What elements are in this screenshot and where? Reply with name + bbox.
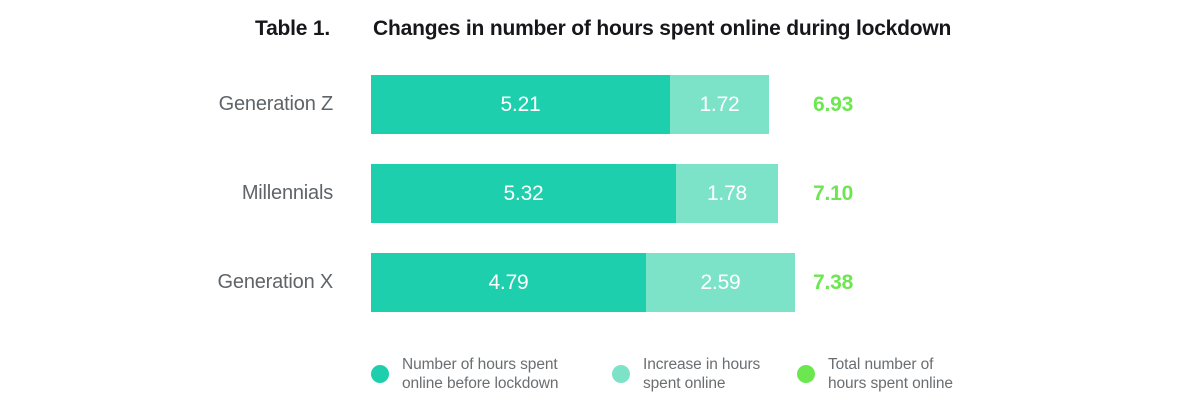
legend-label: Increase in hours spent online: [643, 355, 760, 393]
legend-item-total: Total number of hours spent online: [797, 352, 953, 396]
stacked-bar: 5.21 1.72: [371, 75, 769, 134]
category-label: Generation X: [217, 271, 334, 293]
bar-segment-increase: 1.72: [670, 75, 769, 134]
legend-dot-green-icon: [797, 365, 815, 383]
bar-row-generation-z: Generation Z 5.21 1.72 6.93: [0, 75, 1200, 134]
category-label: Millennials: [241, 182, 333, 204]
legend-label-line: Increase in hours: [643, 356, 761, 373]
chart-header: Table 1. Changes in number of hours spen…: [0, 17, 1200, 45]
stacked-bar: 4.79 2.59: [371, 253, 795, 312]
stacked-bar: 5.32 1.78: [371, 164, 778, 223]
chart-title: Changes in number of hours spent online …: [373, 17, 952, 40]
bar-segment-before-lockdown: 5.21: [371, 75, 670, 134]
bar-segment-increase: 2.59: [646, 253, 795, 312]
legend-dot-teal-icon: [371, 365, 389, 383]
legend-item-before-lockdown: Number of hours spent online before lock…: [371, 352, 558, 396]
segment-value: 2.59: [700, 270, 741, 294]
legend-dot-light-teal-icon: [612, 365, 630, 383]
total-value: 6.93: [813, 93, 854, 116]
segment-value: 4.79: [488, 270, 529, 294]
legend-label-line: Number of hours spent: [402, 356, 558, 373]
bar-row-generation-x: Generation X 4.79 2.59 7.38: [0, 253, 1200, 312]
legend-label: Number of hours spent online before lock…: [402, 355, 558, 393]
legend-item-increase: Increase in hours spent online: [612, 352, 760, 396]
legend-label-line: hours spent online: [828, 375, 953, 392]
segment-value: 5.21: [500, 92, 541, 116]
bar-row-millennials: Millennials 5.32 1.78 7.10: [0, 164, 1200, 223]
total-value: 7.10: [813, 182, 854, 205]
bar-segment-before-lockdown: 4.79: [371, 253, 646, 312]
segment-value: 5.32: [503, 181, 544, 205]
segment-value: 1.72: [699, 92, 740, 116]
bar-segment-before-lockdown: 5.32: [371, 164, 676, 223]
legend-label-line: Total number of: [828, 356, 934, 373]
table-number-label: Table 1.: [255, 17, 331, 40]
legend-label-line: online before lockdown: [402, 375, 559, 392]
bar-segment-increase: 1.78: [676, 164, 778, 223]
category-label: Generation Z: [218, 93, 334, 115]
legend-label-line: spent online: [643, 375, 726, 392]
segment-value: 1.78: [706, 181, 748, 205]
legend-label: Total number of hours spent online: [828, 355, 953, 393]
total-value: 7.38: [813, 271, 854, 294]
